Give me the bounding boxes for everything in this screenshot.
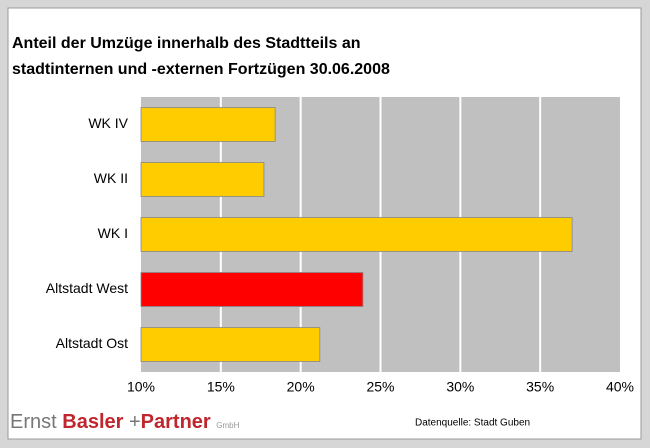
- x-tick-label: 25%: [366, 379, 394, 395]
- x-tick-label: 15%: [207, 379, 235, 395]
- logo-text: +: [129, 411, 141, 433]
- bar: [140, 327, 321, 362]
- logo-text: Ernst: [10, 411, 57, 433]
- x-tick-label: 30%: [446, 379, 474, 395]
- y-tick-label: Altstadt West: [46, 280, 128, 296]
- y-tick-label: WK II: [94, 170, 128, 186]
- y-tick-label: WK IV: [88, 115, 128, 131]
- logo: Ernst Basler +Partner GmbH: [10, 411, 240, 433]
- source-note: Datenquelle: Stadt Guben: [415, 418, 530, 429]
- x-tick-label: 10%: [127, 379, 155, 395]
- logo-text: GmbH: [216, 421, 239, 430]
- y-tick-label: Altstadt Ost: [56, 335, 128, 351]
- x-tick-label: 35%: [526, 379, 554, 395]
- bar: [140, 107, 276, 142]
- x-tick-label: 40%: [606, 379, 634, 395]
- y-tick-label: WK I: [98, 225, 128, 241]
- bar: [140, 272, 364, 307]
- bar: [140, 162, 265, 197]
- chart-title: Anteil der Umzüge innerhalb des Stadttei…: [12, 35, 361, 52]
- x-tick-label: 20%: [287, 379, 315, 395]
- logo-text: Partner: [141, 411, 211, 433]
- logo-text: Basler: [62, 411, 123, 433]
- chart-title: stadtinternen und -externen Fortzügen 30…: [12, 61, 390, 78]
- bar: [140, 217, 573, 252]
